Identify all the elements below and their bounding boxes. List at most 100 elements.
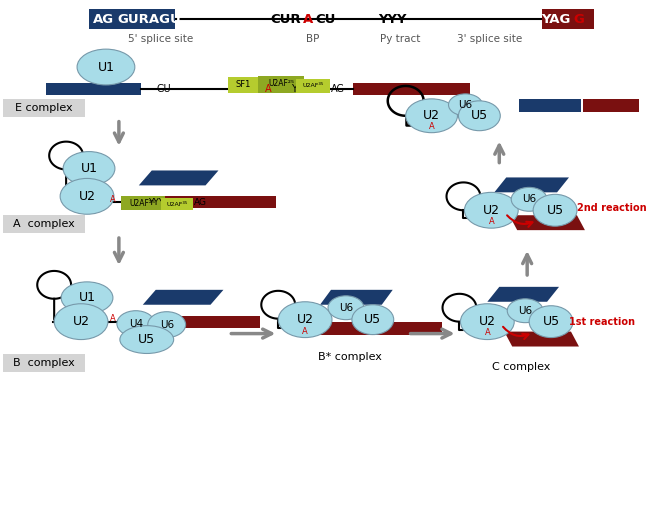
Ellipse shape (77, 49, 135, 85)
Bar (228, 77, 258, 93)
Ellipse shape (63, 151, 115, 185)
Polygon shape (139, 170, 218, 185)
Bar (296, 79, 330, 93)
Ellipse shape (449, 94, 482, 116)
Ellipse shape (148, 312, 185, 337)
Text: U4: U4 (129, 319, 143, 329)
Text: C complex: C complex (492, 363, 550, 372)
Text: U1: U1 (79, 291, 96, 304)
Bar (3, 354, 85, 372)
Text: A: A (488, 217, 494, 226)
Text: YYY: YYY (291, 84, 309, 94)
Text: AG: AG (94, 13, 115, 26)
Text: U2AF³⁵: U2AF³⁵ (302, 83, 323, 89)
Bar (143, 316, 260, 328)
Text: 5' splice site: 5' splice site (128, 34, 193, 44)
Ellipse shape (461, 304, 514, 339)
Ellipse shape (512, 187, 547, 211)
Text: SF1: SF1 (236, 80, 251, 90)
Text: U2: U2 (296, 313, 314, 326)
Text: U2: U2 (79, 190, 96, 203)
Polygon shape (320, 290, 393, 305)
Text: YYY: YYY (378, 13, 407, 26)
Ellipse shape (406, 99, 457, 133)
Bar (3, 99, 85, 117)
Text: U2: U2 (479, 315, 496, 328)
Text: U5: U5 (543, 315, 560, 328)
Polygon shape (504, 332, 579, 347)
Ellipse shape (60, 178, 114, 214)
Text: A: A (303, 13, 313, 26)
Text: U2AF³⁵: U2AF³⁵ (166, 202, 187, 207)
Ellipse shape (54, 304, 108, 339)
Text: A: A (484, 328, 490, 337)
Text: B* complex: B* complex (318, 352, 382, 363)
Text: U5: U5 (471, 109, 488, 122)
Ellipse shape (529, 306, 573, 337)
Text: U1: U1 (81, 162, 98, 175)
Polygon shape (487, 287, 559, 302)
Text: Py tract: Py tract (379, 34, 420, 44)
Text: AG: AG (331, 84, 345, 94)
Text: CU: CU (316, 13, 336, 26)
Text: BP: BP (306, 34, 319, 44)
Text: AG: AG (194, 198, 207, 207)
Text: U2: U2 (483, 204, 500, 217)
Ellipse shape (61, 282, 113, 314)
Text: YYY: YYY (148, 198, 164, 207)
Bar (542, 9, 594, 29)
Text: U6: U6 (160, 320, 174, 330)
Bar (3, 215, 85, 233)
Text: YAG: YAG (541, 13, 571, 26)
Bar (89, 9, 175, 29)
Text: A  complex: A complex (13, 219, 75, 229)
Text: E complex: E complex (15, 103, 73, 113)
Text: B  complex: B complex (13, 358, 75, 368)
Polygon shape (494, 178, 569, 193)
Text: A: A (302, 327, 308, 336)
Ellipse shape (328, 296, 364, 320)
Text: A: A (110, 314, 116, 323)
Text: G: G (574, 13, 584, 26)
Text: A: A (110, 195, 116, 204)
Text: A: A (265, 84, 271, 94)
Ellipse shape (120, 325, 174, 353)
Text: U1: U1 (98, 61, 114, 74)
Text: U6: U6 (339, 303, 353, 313)
Text: 3' splice site: 3' splice site (457, 34, 522, 44)
Text: U2AF²⁵: U2AF²⁵ (130, 199, 156, 208)
Bar (161, 198, 193, 210)
Bar (519, 99, 581, 112)
Bar (139, 196, 277, 208)
Text: U2: U2 (423, 109, 440, 122)
Ellipse shape (508, 299, 543, 322)
Ellipse shape (465, 193, 518, 228)
Text: 1st reaction: 1st reaction (569, 317, 635, 327)
Ellipse shape (279, 302, 332, 337)
Text: A: A (429, 122, 434, 131)
Text: GURAGU: GURAGU (117, 13, 181, 26)
Text: U2: U2 (73, 315, 90, 328)
Bar (353, 83, 471, 95)
Text: U5: U5 (138, 333, 155, 346)
Text: U5: U5 (364, 313, 381, 326)
Text: U6: U6 (458, 100, 473, 110)
Text: 2nd reaction: 2nd reaction (577, 203, 647, 213)
Bar (320, 322, 442, 335)
Polygon shape (510, 215, 585, 230)
Text: U2AF²⁵: U2AF²⁵ (268, 79, 294, 89)
Polygon shape (143, 290, 224, 305)
Text: U6: U6 (522, 194, 536, 204)
Ellipse shape (352, 305, 394, 335)
Ellipse shape (117, 311, 154, 337)
Text: U6: U6 (518, 306, 532, 316)
Bar (121, 196, 165, 210)
Text: U5: U5 (546, 204, 564, 217)
Ellipse shape (459, 101, 500, 131)
Bar (583, 99, 639, 112)
Bar (46, 83, 141, 95)
Ellipse shape (533, 194, 577, 226)
Text: CUR: CUR (270, 13, 300, 26)
Text: GU: GU (156, 84, 171, 94)
Bar (258, 76, 304, 93)
